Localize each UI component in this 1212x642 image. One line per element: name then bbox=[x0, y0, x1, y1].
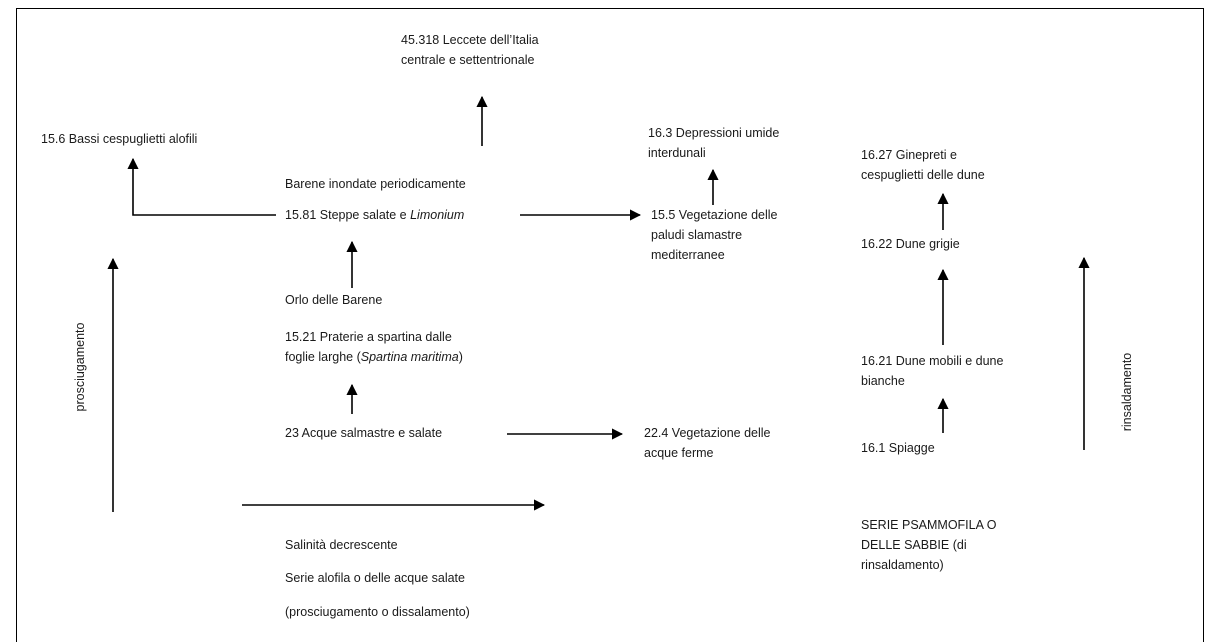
node-vegetazione-acque: 22.4 Vegetazione delle acque ferme bbox=[644, 423, 771, 463]
arrow-to-bassi-cespuglietti bbox=[127, 157, 276, 216]
node-ginepreti-line1: 16.27 Ginepreti e bbox=[861, 148, 957, 162]
node-dune-mobili-line2: bianche bbox=[861, 374, 905, 388]
axis-rinsaldamento: rinsaldamento bbox=[1120, 352, 1134, 432]
caption-psammofila-line1: SERIE PSAMMOFILA O bbox=[861, 518, 997, 532]
node-bassi-cespuglietti: 15.6 Bassi cespuglietti alofili bbox=[41, 132, 198, 146]
node-dune-mobili: 16.21 Dune mobili e dune bianche bbox=[861, 351, 1003, 391]
node-ginepreti: 16.27 Ginepreti e cespuglietti delle dun… bbox=[861, 145, 985, 185]
node-steppe-salate: 15.81 Steppe salate e Limonium bbox=[285, 205, 464, 225]
node-praterie-line2: foglie larghe (Spartina maritima) bbox=[285, 347, 463, 367]
node-dune-mobili-line1: 16.21 Dune mobili e dune bbox=[861, 354, 1004, 368]
node-acque-salmastre: 23 Acque salmastre e salate bbox=[285, 426, 443, 440]
node-spiagge: 16.1 Spiagge bbox=[861, 441, 935, 455]
caption-psammofila-line3: rinsaldamento) bbox=[861, 558, 944, 572]
node-praterie-line2-prefix: foglie larghe ( bbox=[285, 350, 361, 364]
node-vegetazione-acque-line2: acque ferme bbox=[644, 446, 714, 460]
node-steppe-italic: Limonium bbox=[410, 208, 465, 222]
node-vegetazione-paludi: 15.5 Vegetazione delle paludi slamastre … bbox=[651, 205, 778, 265]
caption-serie-psammofila: SERIE PSAMMOFILA O DELLE SABBIE (di rins… bbox=[861, 515, 996, 575]
node-praterie-line1: 15.21 Praterie a spartina dalle bbox=[285, 330, 452, 344]
node-leccete: 45.318 Leccete dell’Italia centrale e se… bbox=[401, 30, 539, 70]
node-orlo-barene: Orlo delle Barene bbox=[285, 293, 383, 307]
diagram-frame bbox=[16, 8, 1204, 642]
node-barene-inondate: Barene inondate periodicamente bbox=[285, 177, 466, 191]
node-vegetazione-acque-line1: 22.4 Vegetazione delle bbox=[644, 426, 771, 440]
node-praterie: 15.21 Praterie a spartina dalle foglie l… bbox=[285, 327, 463, 367]
node-paludi-line3: mediterranee bbox=[651, 248, 725, 262]
node-leccete-line1: 45.318 Leccete dell’Italia bbox=[401, 33, 539, 47]
node-dune-grigie: 16.22 Dune grigie bbox=[861, 237, 960, 251]
node-praterie-line2-suffix: ) bbox=[458, 350, 463, 364]
caption-serie-alofila: Serie alofila o delle acque salate bbox=[285, 571, 465, 585]
node-leccete-line2: centrale e settentrionale bbox=[401, 53, 535, 67]
node-paludi-line1: 15.5 Vegetazione delle bbox=[651, 208, 778, 222]
node-praterie-line2-italic: Spartina maritima bbox=[360, 350, 459, 364]
node-depressioni-line1: 16.3 Depressioni umide bbox=[648, 126, 780, 140]
node-steppe-text: 15.81 Steppe salate e bbox=[285, 208, 411, 222]
axis-prosciugamento: prosciugamento bbox=[73, 322, 87, 412]
node-depressioni-line2: interdunali bbox=[648, 146, 706, 160]
node-depressioni-umide: 16.3 Depressioni umide interdunali bbox=[648, 123, 779, 163]
node-paludi-line2: paludi slamastre bbox=[651, 228, 743, 242]
caption-prosciugamento-dissalamento: (prosciugamento o dissalamento) bbox=[285, 605, 470, 619]
node-ginepreti-line2: cespuglietti delle dune bbox=[861, 168, 985, 182]
caption-salinita: Salinità decrescente bbox=[285, 538, 398, 552]
caption-psammofila-line2: DELLE SABBIE (di bbox=[861, 538, 967, 552]
